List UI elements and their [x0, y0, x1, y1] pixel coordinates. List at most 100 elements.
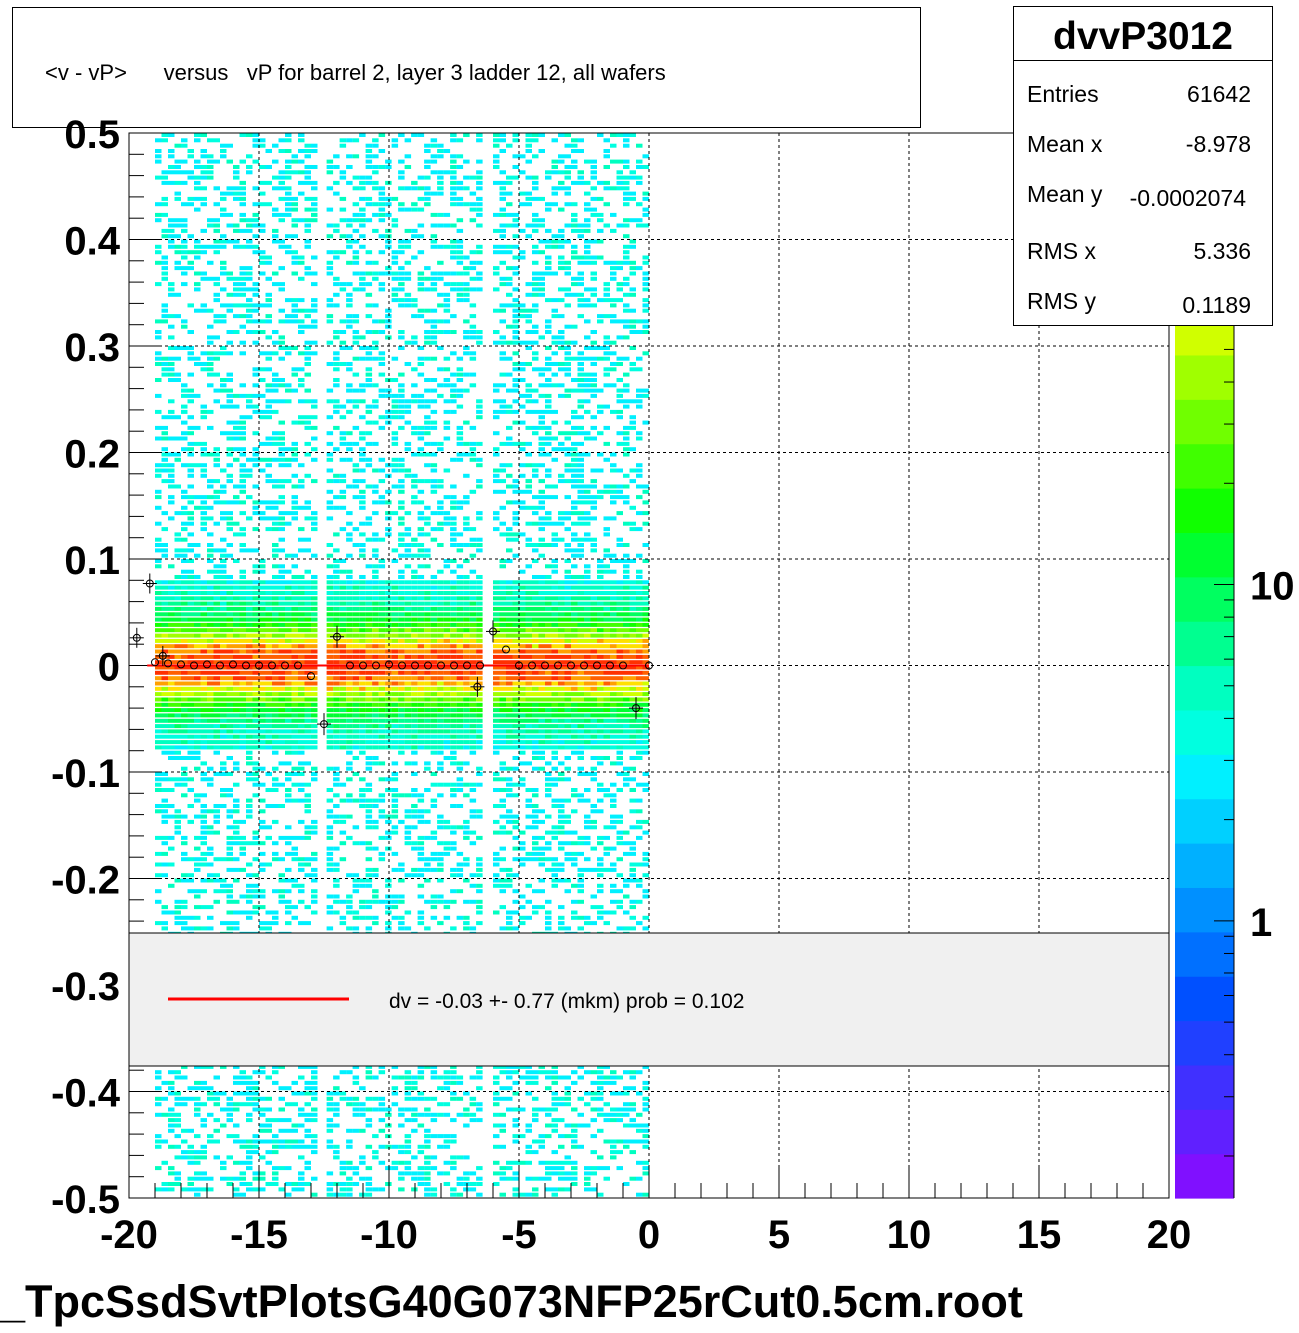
heatmap-cell — [194, 745, 201, 750]
heatmap-cell — [398, 612, 405, 617]
heatmap-cell — [187, 686, 194, 691]
heatmap-cell — [207, 1096, 214, 1101]
heatmap-cell — [443, 149, 451, 153]
heatmap-cell — [246, 692, 253, 697]
heatmap-cell — [194, 159, 201, 164]
heatmap-cell — [285, 234, 292, 239]
heatmap-cell — [333, 303, 340, 308]
heatmap-cell — [161, 228, 168, 233]
heatmap-cell — [220, 303, 227, 308]
heatmap-cell — [463, 521, 470, 526]
heatmap-cell — [246, 303, 253, 308]
heatmap-cell — [155, 548, 162, 553]
heatmap-cell — [365, 383, 373, 388]
heatmap-cell — [181, 1139, 188, 1144]
heatmap-cell — [326, 553, 334, 558]
heatmap-cell — [291, 159, 298, 164]
heatmap-cell — [469, 175, 477, 180]
heatmap-cell — [450, 702, 457, 707]
heatmap-cell — [265, 649, 272, 654]
heatmap-cell — [239, 740, 246, 745]
heatmap-cell — [220, 878, 227, 883]
heatmap-cell — [168, 154, 175, 159]
heatmap-cell — [285, 569, 292, 574]
heatmap-cell — [398, 415, 405, 420]
heatmap-cell — [213, 899, 220, 904]
heatmap-cell — [161, 431, 168, 436]
heatmap-cell — [161, 654, 168, 659]
heatmap-cell — [339, 729, 347, 734]
heatmap-cell — [326, 905, 334, 910]
heatmap-cell — [291, 484, 298, 489]
heatmap-cell — [326, 250, 334, 255]
heatmap-cell — [265, 436, 272, 441]
heatmap-cell — [352, 1171, 360, 1176]
heatmap-cell — [168, 133, 175, 137]
heatmap-cell — [417, 1176, 425, 1181]
heatmap-cell — [463, 670, 470, 675]
heatmap-cell — [365, 564, 373, 569]
heatmap-cell — [181, 180, 188, 185]
heatmap-cell — [285, 606, 292, 611]
heatmap-cell — [476, 729, 483, 734]
heatmap-cell — [285, 708, 292, 713]
heatmap-cell — [246, 734, 253, 739]
heatmap-cell — [285, 772, 292, 776]
heatmap-cell — [246, 644, 253, 649]
heatmap-cell — [278, 479, 285, 484]
heatmap-cell — [456, 404, 464, 409]
heatmap-cell — [437, 303, 444, 308]
heatmap-cell — [333, 686, 340, 691]
heatmap-cell — [372, 319, 379, 324]
heatmap-cell — [326, 644, 334, 649]
heatmap-cell — [385, 718, 392, 723]
heatmap-cell — [187, 585, 194, 590]
heatmap-cell — [246, 681, 253, 686]
heatmap-cell — [417, 532, 425, 537]
heatmap-cell — [272, 330, 279, 334]
heatmap-cell — [174, 702, 181, 707]
heatmap-cell — [372, 553, 379, 558]
heatmap-cell — [252, 319, 259, 324]
heatmap-cell — [200, 441, 207, 446]
heatmap-cell — [417, 654, 425, 659]
heatmap-cell — [333, 330, 340, 334]
heatmap-cell — [285, 878, 292, 883]
heatmap-cell — [333, 1150, 340, 1155]
heatmap-cell — [359, 793, 366, 798]
heatmap-cell — [181, 282, 188, 287]
heatmap-cell — [450, 282, 457, 287]
heatmap-cell — [333, 505, 340, 510]
heatmap-cell — [194, 692, 201, 697]
heatmap-cell — [326, 1096, 334, 1101]
heatmap-cell — [285, 745, 292, 750]
heatmap-cell — [174, 750, 181, 755]
heatmap-cell — [226, 857, 233, 862]
heatmap-cell — [233, 276, 240, 281]
heatmap-cell — [469, 383, 477, 388]
heatmap-cell — [272, 745, 279, 750]
heatmap-cell — [233, 670, 240, 675]
heatmap-cell — [346, 601, 353, 606]
heatmap-cell — [246, 686, 253, 691]
heatmap-cell — [259, 713, 266, 718]
heatmap-cell — [311, 644, 318, 649]
heatmap-cell — [469, 1075, 477, 1080]
heatmap-cell — [385, 921, 392, 926]
heatmap-cell — [187, 154, 194, 159]
heatmap-cell — [430, 697, 438, 702]
heatmap-cell — [187, 196, 194, 201]
heatmap-cell — [259, 601, 266, 606]
heatmap-cell — [463, 830, 470, 835]
heatmap-cell — [346, 761, 353, 766]
heatmap-cell — [476, 713, 483, 718]
heatmap-cell — [456, 718, 464, 723]
heatmap-cell — [430, 191, 438, 196]
heatmap-cell — [155, 889, 162, 894]
heatmap-cell — [372, 654, 379, 659]
heatmap-cell — [430, 591, 438, 595]
heatmap-cell — [404, 686, 412, 691]
heatmap-cell — [417, 660, 425, 665]
heatmap-cell — [359, 777, 366, 782]
heatmap-cell — [450, 180, 457, 185]
